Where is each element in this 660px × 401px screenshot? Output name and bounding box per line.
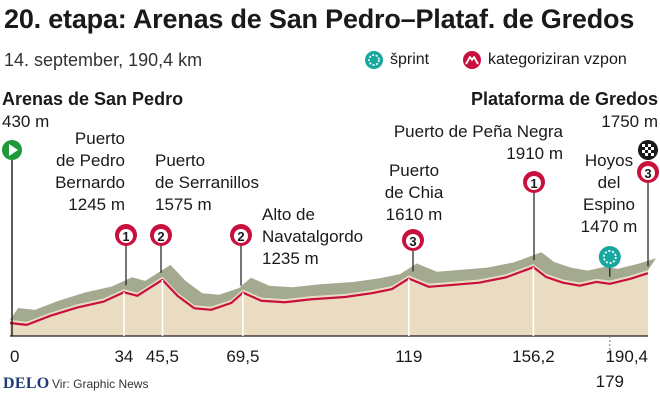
climb-marker-inner-1 [154,229,168,243]
climb-label-3-2: 1610 m [386,205,443,224]
climb-marker-inner-5 [641,166,655,180]
legend-sprint-label: šprint [390,51,430,68]
finish-check-3-3 [651,153,654,156]
climb-label-1-2: 1575 m [155,195,212,214]
climb-category-3: 3 [409,234,416,249]
finish-elevation-label: 1750 m [601,112,658,131]
climb-label-2-2: 1235 m [262,249,319,268]
start-elevation-label: 430 m [2,112,49,131]
finish-town-label: Plataforma de Gredos [471,89,658,109]
start-town-label: Arenas de San Pedro [2,89,183,109]
climb-category-2: 2 [237,229,244,244]
finish-check-1-3 [651,147,654,150]
climb-label-3-1: de Chia [385,183,444,202]
legend-climb: kategoriziran vzpon [462,50,627,70]
x-tick-label-2: 45,5 [146,347,179,366]
climb-label-4-1: 1910 m [506,144,563,163]
climb-category-4: 1 [530,176,537,191]
terrain-top-face [10,252,656,322]
climb-category-1: 2 [157,229,164,244]
finish-check-0-2 [648,144,651,147]
x-tick-label-7: 190,4 [605,347,648,366]
finish-check-0-0 [642,144,645,147]
source-credit: Vir: Graphic News [52,377,149,391]
delo-logo: DELO [3,375,50,392]
x-tick-label-5: 156,2 [512,347,555,366]
x-tick-label-6: 179 [596,372,624,391]
terrain-front-face [10,264,648,336]
climb-label-0-1: de Pedro [56,151,125,170]
climb-marker-inner-0 [119,229,133,243]
x-tick-label-3: 69,5 [226,347,259,366]
climb-label-3-0: Puerto [389,161,439,180]
legend-sprint: šprint [364,50,429,70]
stage-subtitle: 14. september, 190,4 km [4,50,203,70]
climb-label-1-0: Puerto [155,151,205,170]
climb-label-0-0: Puerto [75,129,125,148]
x-tick-label-1: 34 [114,347,133,366]
page-title: 20. etapa: Arenas de San Pedro–Plataf. d… [4,4,635,34]
climb-marker-inner-3 [406,234,420,248]
climb-label-2-0: Alto de [262,205,315,224]
climb-icon [463,51,481,69]
climb-label-0-3: 1245 m [68,195,125,214]
climb-label-1-1: de Serranillos [155,173,259,192]
climb-label-4-0: Puerto de Peña Negra [394,122,564,141]
sprint-marker-0 [598,246,621,268]
climb-label-5-0: Hoyos [585,151,633,170]
legend-climb-label: kategoriziran vzpon [488,51,627,68]
climb-category-5: 3 [644,166,651,181]
route-line [9,266,649,326]
climb-label-5-3: 1470 m [581,217,638,236]
start-play-glyph [9,144,18,156]
finish-check-2-2 [648,150,651,153]
climb-label-2-1: Navatalgordo [262,227,363,246]
finish-check-1-1 [645,147,648,150]
climb-marker-inner-2 [234,229,248,243]
sprint-marker-inner-0 [602,250,617,264]
climb-label-5-2: Espino [583,195,635,214]
climb-label-5-1: del [598,173,621,192]
finish-check-2-0 [642,150,645,153]
climb-label-0-2: Bernardo [55,173,125,192]
finish-check-3-1 [645,153,648,156]
sprint-icon [365,51,383,69]
climb-category-0: 1 [122,229,129,244]
x-tick-label-0: 0 [10,347,19,366]
climb-marker-inner-4 [527,176,541,190]
x-tick-label-4: 119 [395,347,422,366]
